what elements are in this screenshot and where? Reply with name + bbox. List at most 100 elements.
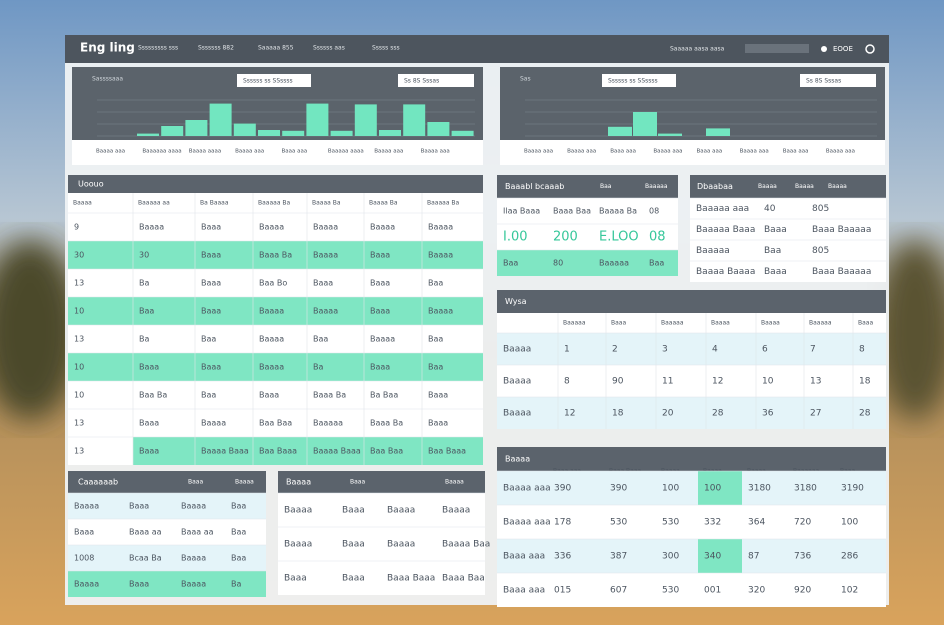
chart-button[interactable] bbox=[398, 74, 474, 87]
highlight-cell bbox=[133, 437, 195, 465]
table-cell: Baaaa bbox=[74, 580, 99, 589]
table-cell: Baaa Baaa bbox=[387, 574, 435, 584]
table-cell: Baaaa bbox=[428, 251, 453, 260]
table-cell: Baaaaa bbox=[599, 259, 629, 268]
table-cell: 08 bbox=[649, 207, 659, 216]
table-cell: 736 bbox=[794, 552, 811, 562]
table-cell: 12 bbox=[712, 377, 723, 387]
highlight-cell bbox=[364, 437, 422, 465]
table-cell: 13 bbox=[74, 447, 84, 456]
table-cell: 3190 bbox=[841, 484, 864, 494]
table-cell: 8 bbox=[564, 377, 570, 387]
x-label: Baaa aaa bbox=[282, 149, 308, 155]
panel-title-bar bbox=[690, 175, 886, 198]
table-cell: Baaaa bbox=[503, 345, 531, 355]
table-row bbox=[68, 545, 266, 571]
table-cell: Ba Baa bbox=[370, 391, 398, 400]
panel-title-bar bbox=[68, 175, 483, 193]
chart-button[interactable] bbox=[602, 74, 676, 87]
table-cell: Baaaa Baaa bbox=[313, 447, 361, 456]
table-cell: 336 bbox=[554, 552, 571, 562]
table-cell: Baaa bbox=[129, 502, 149, 511]
table-cell: 28 bbox=[712, 409, 724, 419]
table-cell: Baa bbox=[201, 391, 216, 400]
bar bbox=[185, 120, 208, 136]
table-cell: 30 bbox=[139, 251, 149, 260]
x-label: Baaaa aaa bbox=[567, 149, 596, 155]
column-header: Baaa bbox=[858, 320, 873, 327]
table-cell: Baa bbox=[313, 335, 328, 344]
table-cell: 390 bbox=[610, 484, 627, 494]
table-cell: 36 bbox=[762, 409, 774, 419]
highlight-cell bbox=[422, 297, 483, 325]
table-cell: Baaaa bbox=[503, 409, 531, 419]
table-cell: Baa bbox=[428, 279, 443, 288]
table-cell: 30 bbox=[74, 251, 84, 260]
table-row bbox=[497, 365, 886, 397]
panel-title: Caaaaaab bbox=[78, 478, 118, 487]
x-label: Baaaa aaa bbox=[524, 149, 553, 155]
panel-title: Baaaa bbox=[286, 478, 311, 487]
panel-title-meta: Baaaa bbox=[758, 183, 777, 190]
nav-item[interactable]: Sssssss 882 bbox=[198, 45, 234, 52]
table-cell: Bcaa Ba bbox=[129, 554, 162, 563]
table-cell: Ba bbox=[139, 335, 149, 344]
table-cell: 10 bbox=[74, 363, 84, 372]
panel-title-meta: Baaa bbox=[188, 479, 203, 486]
table-cell: 200 bbox=[553, 230, 578, 245]
table-cell: Baaaa bbox=[201, 419, 226, 428]
search-box[interactable] bbox=[745, 44, 809, 53]
chart-button-text: Ssssss ss SSssss bbox=[243, 78, 293, 85]
column-header: Baaaa Ba bbox=[312, 200, 341, 207]
table-cell: 3180 bbox=[794, 484, 817, 494]
user-name[interactable]: EOOE bbox=[833, 45, 853, 53]
bar bbox=[233, 123, 256, 136]
table-row bbox=[690, 219, 886, 240]
table-cell: Baa bbox=[503, 259, 518, 268]
table-cell: 13 bbox=[74, 279, 84, 288]
column-header: Ba Baaaa bbox=[200, 200, 229, 207]
x-label: Baaa aaa bbox=[610, 149, 636, 155]
nav-item[interactable]: Sssss sss bbox=[372, 45, 400, 52]
table-cell: 1 bbox=[564, 345, 570, 355]
chart-button[interactable] bbox=[237, 74, 311, 87]
table-cell: Baaaaa aaa bbox=[696, 204, 749, 214]
table-cell: Baaaa aaa bbox=[503, 484, 551, 494]
power-icon[interactable] bbox=[865, 44, 875, 54]
table-cell: Baaaa bbox=[181, 580, 206, 589]
table-cell: 332 bbox=[704, 518, 721, 528]
nav-item[interactable]: Ssssss aas bbox=[313, 45, 345, 52]
highlight-cell bbox=[307, 353, 364, 381]
column-header: Baaa bbox=[611, 320, 626, 327]
table-row bbox=[68, 325, 483, 353]
column-header: Baaaaa Ba bbox=[427, 200, 460, 207]
table-cell: Baaaa Baaaa bbox=[696, 267, 755, 277]
table-cell: 390 bbox=[554, 484, 571, 494]
column-header: Baaaaa bbox=[809, 320, 832, 327]
x-label: Baaaaa aaaa bbox=[328, 149, 364, 155]
table-cell: Baaa bbox=[342, 574, 365, 584]
table-row bbox=[68, 381, 483, 409]
table-cell: 87 bbox=[748, 552, 759, 562]
table-cell: Baaa Ba bbox=[259, 251, 292, 260]
column-header: Baaaa bbox=[711, 320, 730, 327]
bar bbox=[282, 130, 305, 136]
bar bbox=[658, 133, 682, 136]
x-label: Baaaa aaa bbox=[653, 149, 682, 155]
table-cell: Baaa bbox=[201, 251, 221, 260]
table-cell: Baaa bbox=[342, 506, 365, 516]
nav-item[interactable]: Saaaaa 855 bbox=[258, 45, 294, 52]
table-cell: Baaaa bbox=[370, 335, 395, 344]
table-cell: Baaa bbox=[370, 307, 390, 316]
table-cell: 6 bbox=[762, 345, 768, 355]
x-label: Baaa aaa bbox=[697, 149, 723, 155]
chart-button[interactable] bbox=[800, 74, 876, 87]
chart-button-text: Ssssss ss SSssss bbox=[608, 78, 658, 85]
highlight-cell bbox=[68, 297, 133, 325]
nav-item[interactable]: Sssssssss sss bbox=[138, 45, 178, 52]
table-cell: Baaaa bbox=[503, 377, 531, 387]
highlight-cell bbox=[422, 241, 483, 269]
table-cell: Baaaa bbox=[139, 223, 164, 232]
table-cell: Baaa bbox=[342, 540, 365, 550]
